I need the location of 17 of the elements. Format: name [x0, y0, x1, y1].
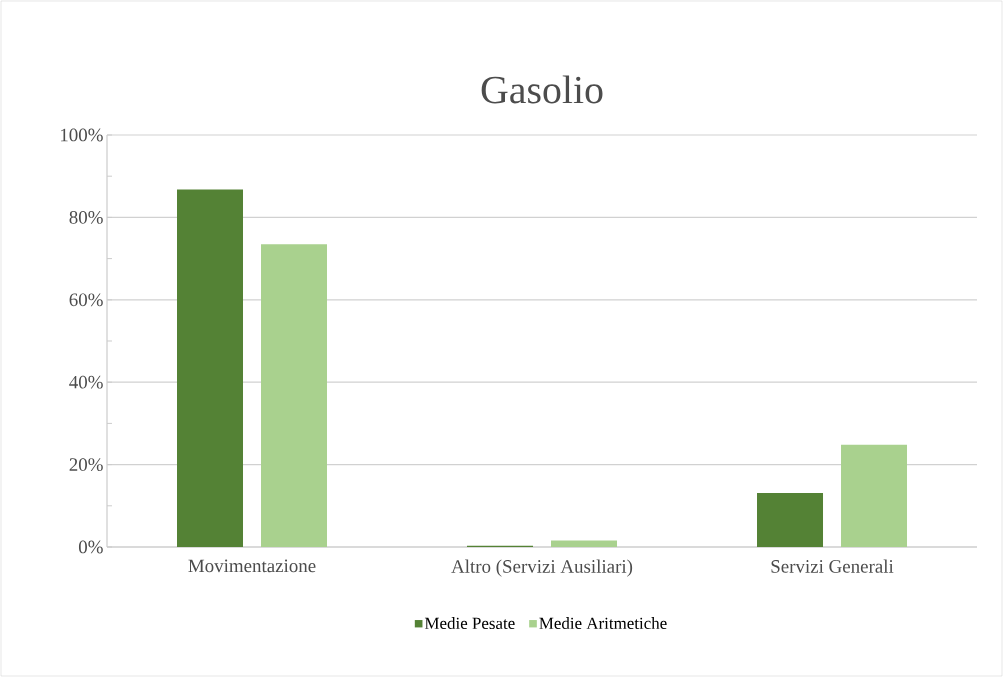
bar — [177, 189, 243, 547]
x-tick-label: Servizi Generali — [771, 559, 894, 573]
y-tick-label: 40% — [69, 375, 103, 389]
y-tick-label: 100% — [60, 128, 103, 142]
y-tick-label: 80% — [69, 210, 103, 224]
bar — [841, 444, 908, 547]
legend-label: Medie Aritmetiche — [539, 617, 667, 630]
bar — [551, 540, 618, 547]
bar — [757, 493, 824, 547]
y-tick-label: 20% — [69, 458, 103, 472]
legend-label: Medie Pesate — [424, 617, 515, 630]
x-tick-label: Movimentazione — [188, 559, 316, 573]
x-tick-label: Altro (Servizi Ausiliari) — [451, 559, 633, 577]
chart-title: Gasolio — [481, 75, 603, 104]
bar — [261, 244, 327, 547]
y-tick-label: 60% — [69, 293, 103, 307]
y-tick-label: 0% — [78, 540, 103, 554]
